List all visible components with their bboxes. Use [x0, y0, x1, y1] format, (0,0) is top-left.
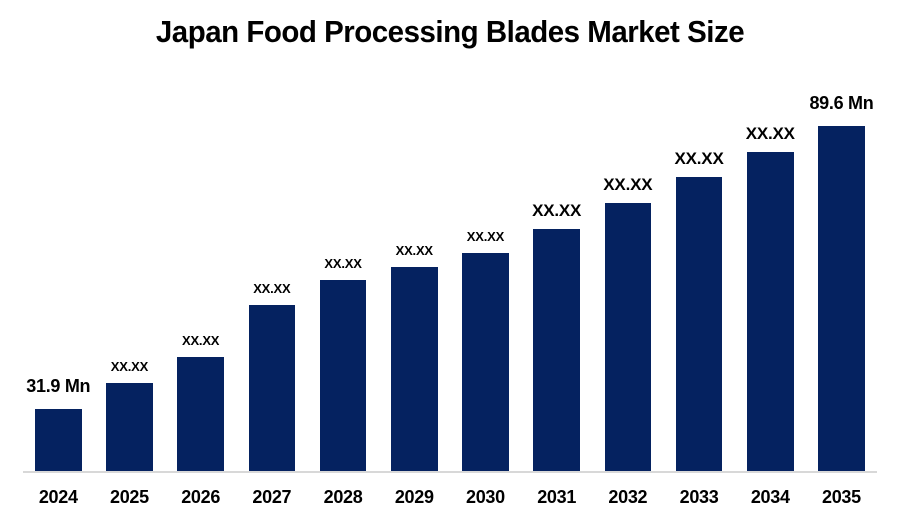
bar-2028 [319, 280, 367, 471]
bar-2032 [604, 203, 652, 471]
bar-value-label-2025: XX.XX [110, 359, 149, 374]
x-axis-label-2032: 2032 [608, 487, 648, 507]
x-axis-label-2034: 2034 [750, 487, 790, 507]
x-axis-label-2030: 2030 [466, 487, 505, 507]
x-axis-label-2027: 2027 [252, 487, 292, 507]
bar-2033 [675, 177, 723, 471]
chart-title: Japan Food Processing Blades Market Size [155, 14, 745, 49]
bar-value-label-2032: XX.XX [603, 175, 653, 194]
x-axis-label-2026: 2026 [181, 487, 221, 507]
bar-2027 [248, 305, 296, 471]
bar-value-label-2026: XX.XX [181, 333, 220, 348]
bar-value-label-2031: XX.XX [532, 201, 582, 220]
bar-2034 [747, 152, 794, 471]
x-axis-label-2029: 2029 [394, 487, 434, 507]
bar-value-label-2028: XX.XX [324, 256, 362, 271]
x-axis-label-2031: 2031 [537, 487, 577, 507]
bar-2030 [462, 253, 509, 471]
bar-value-label-2034: XX.XX [745, 124, 795, 143]
x-axis-label-2033: 2033 [679, 487, 719, 507]
x-axis-label-2035: 2035 [822, 487, 861, 507]
bar-value-label-2027: XX.XX [253, 281, 291, 296]
bar-value-label-2035: 89.6 Mn [809, 93, 874, 113]
bar-value-label-2033: XX.XX [674, 149, 724, 168]
bar-2031 [533, 229, 580, 471]
x-axis-line [23, 471, 877, 473]
bar-value-label-2024: 31.9 Mn [26, 376, 91, 396]
bar-2029 [391, 267, 438, 471]
x-axis-label-2028: 2028 [323, 487, 363, 507]
bar-2026 [177, 357, 224, 471]
bar-2035 [818, 126, 865, 471]
bar-value-label-2030: XX.XX [466, 229, 505, 244]
x-axis-label-2025: 2025 [110, 487, 149, 507]
bar-2024 [35, 409, 82, 471]
x-axis-label-2024: 2024 [38, 487, 78, 507]
bar-value-label-2029: XX.XX [395, 243, 433, 258]
bar-2025 [106, 383, 153, 471]
